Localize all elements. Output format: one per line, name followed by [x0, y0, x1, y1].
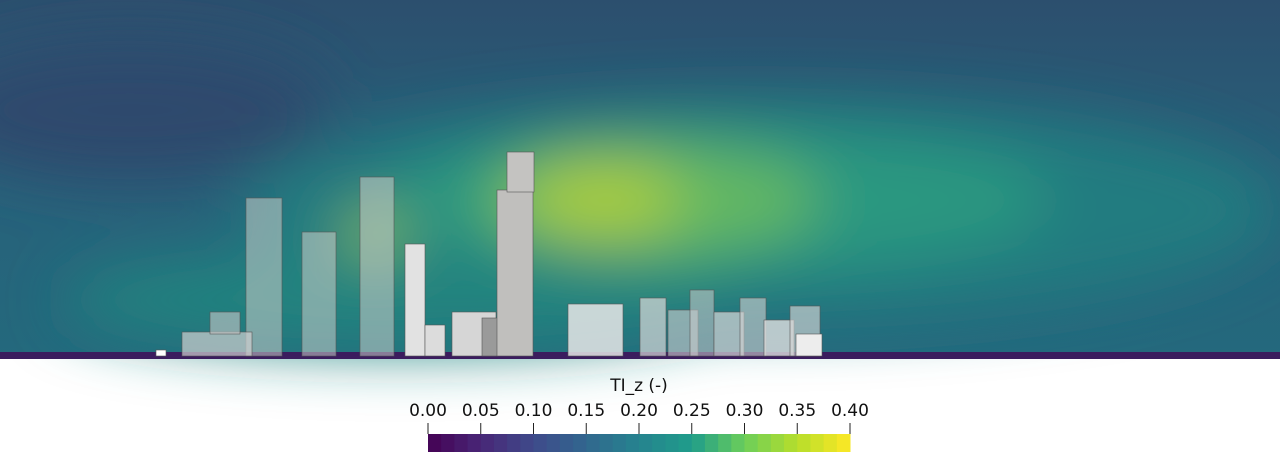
colorbar-step: [428, 434, 442, 452]
colorbar-tick-label: 0.35: [778, 401, 816, 421]
colorbar-step: [718, 434, 732, 452]
colorbar-step: [520, 434, 534, 452]
colorbar-step: [480, 434, 495, 452]
colorbar-step: [441, 434, 455, 452]
colorbar-step: [573, 434, 587, 452]
colorbar-title: TI_z (-): [609, 376, 668, 396]
colorbar-step: [757, 434, 772, 452]
colorbar-step: [467, 434, 482, 452]
colorbar-step: [704, 434, 719, 452]
colorbar-step: [546, 434, 561, 452]
colorbar-tick-label: 0.40: [831, 401, 869, 421]
colorbar-step: [797, 434, 811, 452]
colorbar-tick-label: 0.30: [726, 401, 764, 421]
colorbar-step: [639, 434, 653, 452]
colorbar-tick-label: 0.25: [673, 401, 711, 421]
buildings: [155, 151, 823, 357]
colorbar-step: [784, 434, 798, 452]
colorbar-step: [731, 434, 745, 452]
colorbar-step: [652, 434, 666, 452]
colorbar-step: [823, 434, 838, 452]
colorbar-step: [665, 434, 680, 452]
colorbar-step: [454, 434, 469, 452]
colorbar-step: [493, 434, 508, 452]
colorbar-tick-label: 0.00: [409, 401, 447, 421]
colorbar: TI_z (-) 0.00 0.05 0.10 0.15 0.20 0.25 0.30 0.3…: [409, 376, 869, 452]
flow-field: [0, 0, 1280, 359]
colorbar-tick-label: 0.05: [462, 401, 500, 421]
colorbar-step: [744, 434, 759, 452]
colorbar-step: [599, 434, 614, 452]
colorbar-step: [678, 434, 693, 452]
colorbar-step: [507, 434, 521, 452]
colorbar-step: [586, 434, 600, 452]
colorbar-step: [810, 434, 825, 452]
colorbar-step: [612, 434, 627, 452]
colorbar-tick-label: 0.15: [567, 401, 605, 421]
colorbar-step: [836, 434, 851, 452]
colorbar-step: [625, 434, 640, 452]
colorbar-tick-label: 0.10: [515, 401, 553, 421]
colorbar-step: [533, 434, 548, 452]
colorbar-step: [691, 434, 706, 452]
colorbar-tick-label: 0.20: [620, 401, 658, 421]
colorbar-step: [559, 434, 574, 452]
colorbar-step: [770, 434, 785, 452]
